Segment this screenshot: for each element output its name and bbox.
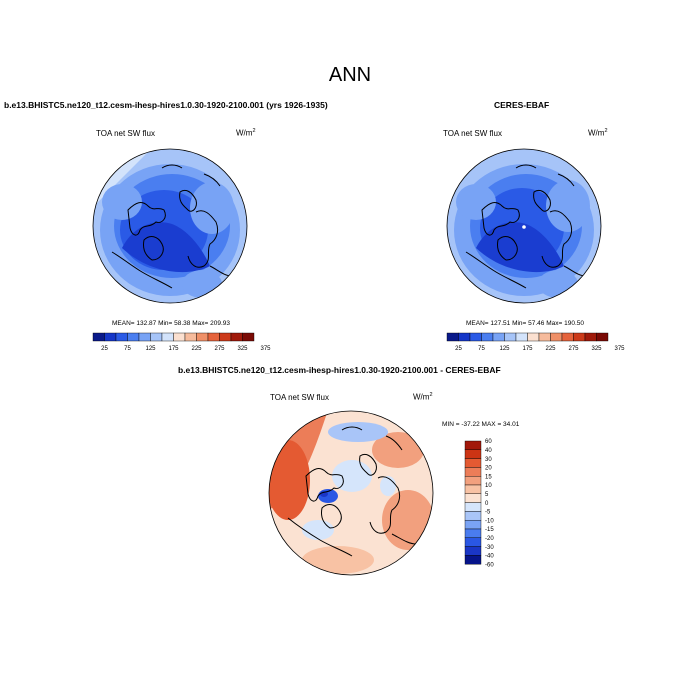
diff-colorbar-tick-label: 40 [485,448,492,454]
diff-colorbar-tick-label: 5 [485,492,489,498]
diff-colorbar-tick-label: 10 [485,483,492,489]
obs-colorbar-box [584,332,597,342]
obs-colorbar-box [573,332,586,342]
model-units-label: W/m2 [236,128,256,138]
obs-units-label: W/m2 [588,128,608,138]
obs-colorbar-box [469,332,482,342]
diff-colorbar: 60 40 30 20 15 10 5 0 -5 -10 -15 -20 -30 -40 -60 [464,439,494,568]
obs-colorbar-tick-label: 225 [545,346,556,352]
diff-colorbar-tick-label: -5 [485,510,491,516]
model-colorbar-box [196,332,209,342]
diff-colorbar-box [464,493,482,503]
obs-stats: MEAN= 127.51 Min= 57.46 Max= 190.50 [466,320,584,327]
obs-colorbar-box [538,332,551,342]
obs-panel-title: CERES-EBAF [494,100,550,110]
obs-colorbar-tick-label: 125 [499,346,510,352]
model-panel-title: b.e13.BHISTC5.ne120_t12.cesm-ihesp-hires… [4,100,328,110]
obs-colorbar-tick-label: 325 [591,346,602,352]
model-polar-map [92,148,248,304]
diff-colorbar-tick-label: 60 [485,439,492,445]
diff-colorbar-box [464,519,482,530]
model-colorbar-tick-label: 125 [145,346,156,352]
model-colorbar-tick-label: 25 [101,346,108,352]
diff-colorbar-box [464,476,482,486]
diff-colorbar-box [464,555,482,565]
model-colorbar-tick-label: 375 [260,346,271,352]
diff-colorbar-box [464,537,482,547]
diff-panel-title: b.e13.BHISTC5.ne120_t12.cesm-ihesp-hires… [178,365,501,375]
diff-colorbar-tick-label: 30 [485,457,492,463]
diff-colorbar-tick-label: -10 [485,518,494,524]
model-colorbar-box [173,332,186,342]
obs-colorbar-box [527,332,540,342]
obs-colorbar-box [596,332,609,342]
model-colorbar-box [104,332,117,342]
model-colorbar-box [127,332,140,342]
obs-colorbar-tick-label: 75 [478,346,485,352]
diff-colorbar-box [464,502,482,512]
obs-colorbar-box [458,332,471,342]
obs-colorbar-box [515,332,528,342]
diff-polar-map [268,410,434,576]
diff-colorbar-box [464,546,482,556]
obs-colorbar-tick-label: 25 [455,346,462,352]
diff-colorbar-box [464,458,482,468]
model-colorbar-box [184,332,197,342]
model-colorbar-box [115,332,128,342]
diff-colorbar-box [464,484,482,495]
obs-colorbar-tick-label: 275 [568,346,579,352]
model-colorbar-box [230,332,243,342]
model-colorbar-tick-label: 275 [214,346,225,352]
diff-colorbar-tick-label: -20 [485,536,494,542]
model-colorbar-tick-label: 325 [237,346,248,352]
obs-field-label: TOA net SW flux [443,129,502,138]
obs-colorbar-tick-label: 175 [522,346,533,352]
model-colorbar-tick-label: 75 [124,346,131,352]
model-field-label: TOA net SW flux [96,129,155,138]
model-colorbar-box [242,332,255,342]
diff-units-label: W/m2 [413,392,433,402]
obs-polar-map [446,148,602,304]
diff-colorbar-box [464,511,482,521]
model-colorbar-box [138,332,151,342]
diff-field-label: TOA net SW flux [270,393,329,402]
obs-colorbar-box [550,332,563,342]
obs-colorbar-box [492,332,505,342]
model-colorbar: 25 75 125 175 225 275 325 375 [92,332,271,352]
model-colorbar-tick-label: 175 [168,346,179,352]
model-colorbar-box [161,332,174,342]
diff-colorbar-tick-label: -40 [485,554,494,560]
diff-colorbar-box [464,449,482,459]
model-colorbar-box [207,332,220,342]
diff-colorbar-tick-label: -15 [485,527,494,533]
obs-colorbar-tick-label: 375 [614,346,625,352]
diff-colorbar-box [464,528,482,539]
diff-colorbar-tick-label: 20 [485,466,492,472]
model-colorbar-tick-label: 225 [191,346,202,352]
model-colorbar-box [150,332,163,342]
model-colorbar-box [219,332,232,342]
obs-colorbar-box [481,332,494,342]
diff-stats: MIN = -37.22 MAX = 34.01 [442,421,520,428]
diff-colorbar-tick-label: -30 [485,545,494,551]
page-title: ANN [328,64,372,86]
diff-colorbar-tick-label: 0 [485,501,489,507]
diff-colorbar-box [464,467,482,477]
obs-colorbar: 25 75 125 175 225 275 325 375 [446,332,625,352]
obs-colorbar-box [504,332,517,342]
diff-colorbar-tick-label: 15 [485,474,492,480]
diff-colorbar-tick-label: -60 [485,562,494,568]
obs-colorbar-box [561,332,574,342]
diff-colorbar-box [464,440,482,451]
model-colorbar-box [92,332,105,342]
model-stats: MEAN= 132.87 Min= 58.38 Max= 209.93 [112,320,230,327]
obs-colorbar-box [446,332,459,342]
